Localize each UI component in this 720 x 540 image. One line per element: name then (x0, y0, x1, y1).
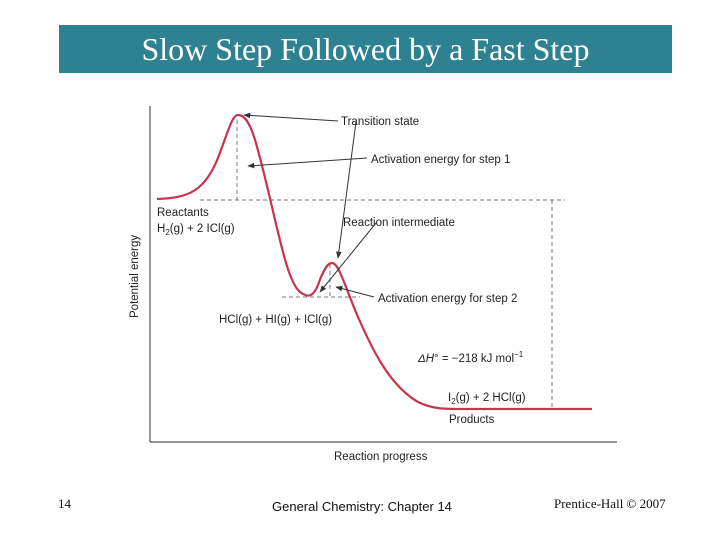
intermediate-formula: HCl(g) + HI(g) + ICl(g) (219, 314, 332, 326)
reactants-formula: H2(g) + 2 ICl(g) (157, 223, 235, 237)
intermediate-arrow (319, 222, 377, 293)
transition-state-label: Transition state (341, 116, 419, 128)
activation-step2-label: Activation energy for step 2 (378, 293, 517, 305)
reactants-label: Reactants (157, 207, 209, 219)
footer-copyright: Prentice-Hall © 2007 (554, 496, 666, 511)
activation2-arrow (335, 285, 375, 298)
products-label: Products (449, 414, 495, 426)
delta-h-label: ΔH° = −218 kJ mol−1 (417, 350, 524, 365)
slide-number: 14 (58, 496, 71, 511)
footer-course: General Chemistry: Chapter 14 (272, 499, 452, 514)
slide-title-bar: Slow Step Followed by a Fast Step (59, 25, 672, 73)
x-axis-label: Reaction progress (334, 451, 428, 463)
energy-curve (156, 113, 592, 411)
products-formula: I2(g) + 2 HCl(g) (448, 392, 526, 406)
activation1-arrow (247, 157, 368, 169)
reaction-intermediate-label: Reaction intermediate (343, 217, 455, 229)
activation-step1-label: Activation energy for step 1 (371, 154, 510, 166)
slide-title: Slow Step Followed by a Fast Step (141, 30, 590, 67)
transition-state-arrow (243, 112, 339, 122)
ts-to-intermediate-arrow (336, 121, 357, 259)
y-axis-label: Potential energy (129, 235, 141, 318)
